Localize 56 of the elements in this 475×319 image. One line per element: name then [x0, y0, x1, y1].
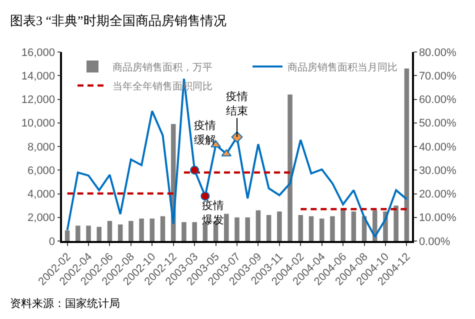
text: 资料来源：国家统计局: [10, 297, 120, 310]
y2-tick-label: 10.00%: [418, 212, 456, 224]
y-tick-label: 14,000: [21, 70, 56, 82]
y-tick-label: 16,000: [21, 46, 56, 59]
bar: [160, 216, 166, 241]
bar: [150, 218, 155, 241]
bar: [266, 215, 272, 241]
point: [200, 192, 210, 201]
bar: [319, 218, 324, 241]
bar: [298, 215, 304, 241]
legend-label: 商品房销售面积，万平: [112, 61, 212, 74]
y2-tick-label: 70.00%: [418, 70, 456, 82]
y2-tick-label: 20.00%: [418, 188, 456, 201]
bar: [118, 224, 123, 241]
bar: [277, 211, 282, 241]
annotation: 疫情爆发: [202, 199, 224, 226]
y2-tick-label: 80.00%: [418, 46, 456, 59]
bar: [96, 226, 102, 241]
bar: [192, 222, 197, 241]
annotation: 疫情缓解: [194, 119, 216, 146]
bar: [234, 217, 240, 241]
y-tick-label: 6,000: [28, 164, 56, 177]
bar: [128, 220, 134, 241]
y2-tick-label: 40.00%: [418, 141, 456, 154]
bar: [202, 223, 208, 241]
bar: [351, 211, 356, 241]
bar: [107, 220, 112, 241]
bar: [76, 226, 80, 241]
legend-label: 商品房销售面积当月同比: [288, 61, 398, 74]
bar: [404, 68, 410, 241]
bar: [139, 218, 144, 241]
bar: [86, 226, 91, 241]
y2-tick-label: 60.00%: [418, 94, 456, 106]
bar: [64, 230, 70, 241]
y-tick-label: 4,000: [28, 188, 56, 201]
bar: [245, 217, 250, 241]
y-tick-label: 2,000: [28, 212, 56, 224]
y-tick-label: 0: [48, 236, 56, 248]
point: [190, 166, 200, 175]
y2-tick-label: 50.00%: [418, 118, 456, 130]
bar: [308, 216, 314, 241]
bar: [330, 216, 335, 241]
bar: [288, 94, 292, 241]
bar: [224, 214, 229, 241]
y2-tick-label: 0.00%: [418, 236, 450, 248]
y-tick-label: 8,000: [28, 141, 56, 154]
annotation: 疫情结束: [226, 90, 248, 118]
bar: [256, 210, 261, 241]
y-tick-label: 12,000: [21, 94, 56, 106]
bar: [182, 222, 186, 241]
chart-title: 图表3 “非典”时期全国商品房销售情况: [10, 13, 226, 28]
bar: [394, 206, 398, 241]
bar: [340, 209, 346, 241]
y-tick-label: 10,000: [21, 118, 56, 130]
line-series: [66, 78, 408, 238]
y2-tick-label: 30.00%: [418, 164, 456, 177]
